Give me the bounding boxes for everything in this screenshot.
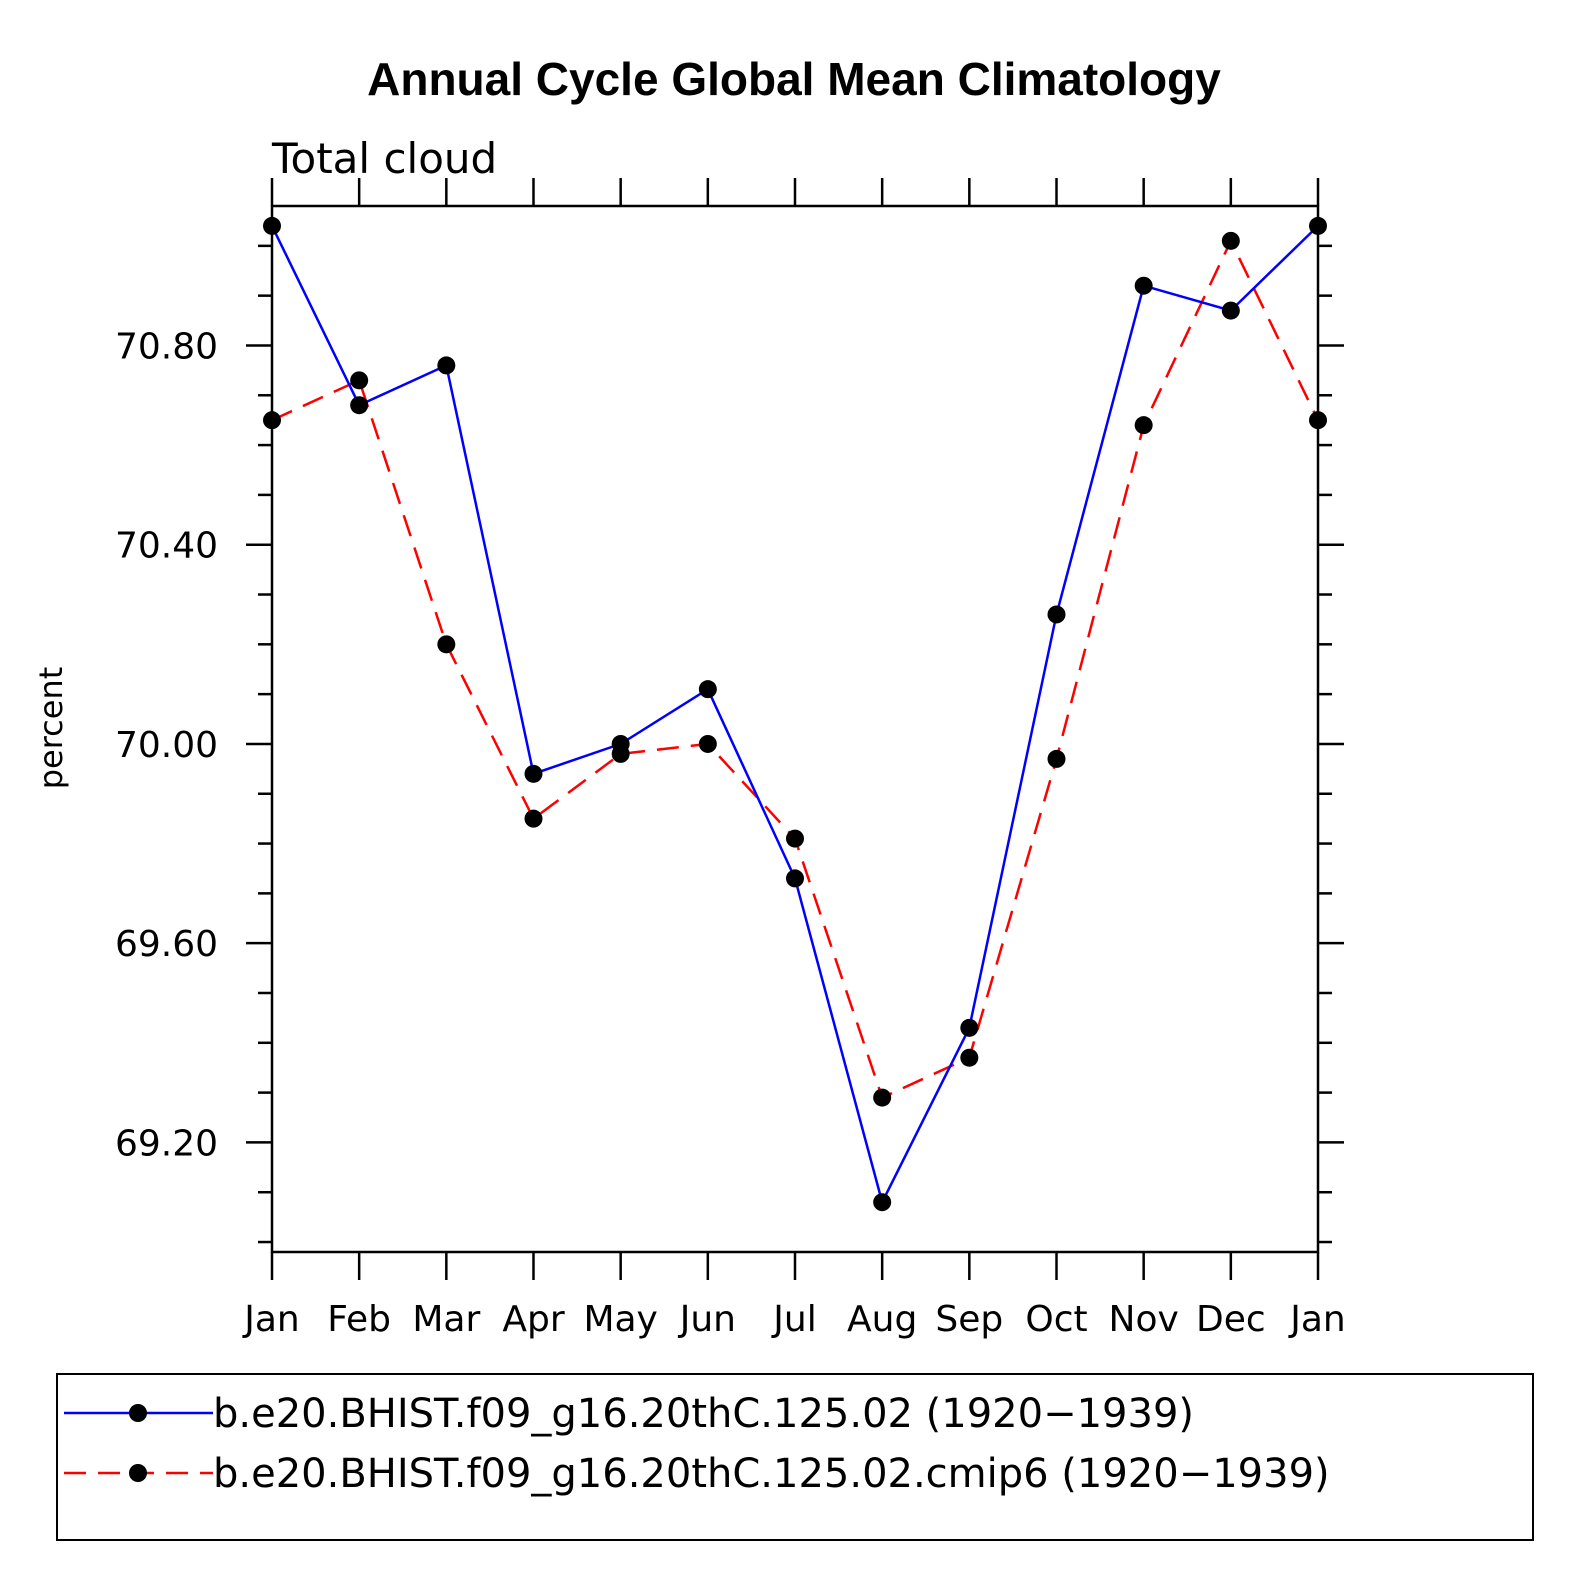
- series-2-point: [1134, 416, 1153, 435]
- x-tick-label: Jan: [1288, 1299, 1346, 1340]
- series-1-point: [873, 1193, 892, 1212]
- legend: b.e20.BHIST.f09_g16.20thC.125.02 (1920−1…: [56, 1373, 1534, 1541]
- y-tick-label: 70.40: [115, 526, 218, 567]
- x-tick-label: Jul: [771, 1299, 816, 1340]
- series-1-point: [524, 764, 543, 783]
- x-tick-label: Aug: [847, 1299, 917, 1340]
- chart-subtitle: Total cloud: [271, 134, 497, 183]
- series-1-point: [263, 216, 281, 235]
- x-tick-label: Oct: [1025, 1299, 1087, 1340]
- series-1-point: [960, 1018, 979, 1037]
- y-axis-ticks: [246, 244, 1344, 1244]
- series-1-point: [1309, 216, 1327, 235]
- series-2-point: [786, 829, 804, 848]
- series-1-point: [698, 680, 717, 699]
- x-axis-labels: Jan Feb Mar Apr May Jun Jul Aug Sep Oct Nov Dec Jan: [242, 1299, 1346, 1340]
- legend-label-series-2: b.e20.BHIST.f09_g16.20thC.125.02.cmip6 (…: [213, 1451, 1330, 1497]
- x-tick-label: May: [583, 1299, 657, 1340]
- series-1-point: [786, 869, 804, 888]
- series-1-point: [437, 356, 456, 375]
- x-tick-label: Jun: [678, 1299, 736, 1340]
- series-2-point: [524, 809, 543, 828]
- series-2-point: [698, 734, 717, 753]
- series-1-point: [350, 396, 369, 415]
- x-tick-label: Nov: [1109, 1299, 1179, 1340]
- chart-title: Annual Cycle Global Mean Climatology: [367, 53, 1221, 105]
- series-1-point: [1134, 276, 1153, 295]
- x-tick-label: Sep: [935, 1299, 1003, 1340]
- series-2-point: [263, 411, 281, 430]
- legend-box: [56, 1373, 1534, 1541]
- x-tick-label: Jan: [242, 1299, 300, 1340]
- series-line-2: [271, 238, 1320, 1100]
- series-1-point: [1047, 605, 1066, 624]
- legend-label-series-1: b.e20.BHIST.f09_g16.20thC.125.02 (1920−1…: [213, 1391, 1194, 1437]
- series-2-point: [960, 1048, 979, 1067]
- y-tick-label: 69.20: [115, 1123, 218, 1164]
- series-lines: [270, 225, 1320, 1206]
- x-axis-ticks: [270, 178, 1320, 1280]
- x-tick-label: Dec: [1196, 1299, 1266, 1340]
- y-tick-label: 70.00: [115, 725, 218, 766]
- series-2-point: [1047, 749, 1066, 768]
- legend-marker-series-1: [129, 1404, 147, 1422]
- y-axis-title: percent: [32, 667, 70, 790]
- series-2-point: [350, 371, 369, 390]
- series-2-point: [1309, 411, 1327, 430]
- y-tick-label: 69.60: [115, 924, 218, 965]
- legend-marker-series-2: [129, 1464, 147, 1482]
- series-2-point: [611, 744, 630, 763]
- x-tick-label: Apr: [502, 1299, 564, 1340]
- series-markers: [263, 216, 1327, 1212]
- x-tick-label: Mar: [412, 1299, 480, 1340]
- x-tick-label: Feb: [327, 1299, 391, 1340]
- plot-frame: [270, 204, 1320, 1254]
- series-line-1: [270, 225, 1319, 1206]
- series-1-point: [1221, 301, 1240, 320]
- y-axis-labels: 69.20 69.60 70.00 70.40 70.80: [115, 326, 218, 1164]
- y-tick-label: 70.80: [115, 326, 218, 367]
- series-2-point: [437, 635, 456, 654]
- series-2-point: [873, 1088, 892, 1107]
- series-2-point: [1221, 231, 1240, 250]
